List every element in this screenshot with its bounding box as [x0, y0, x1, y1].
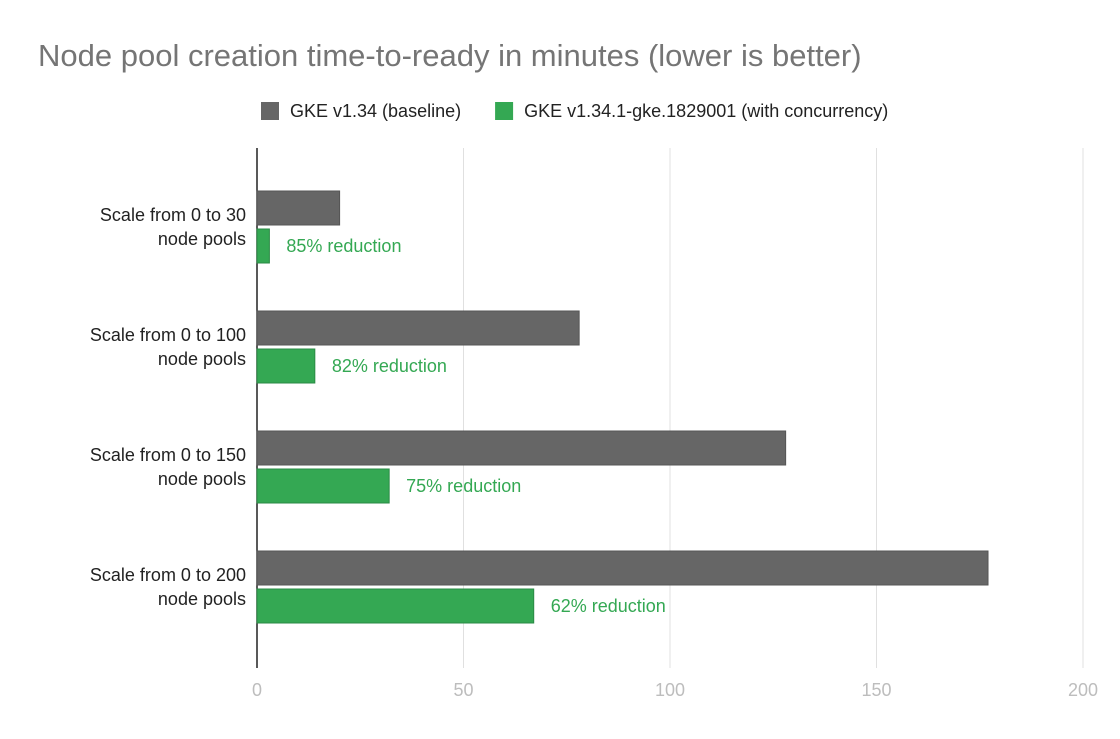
- y-tick-label: Scale from 0 to 200 node pools: [89, 565, 246, 609]
- bar: [256, 228, 270, 264]
- chart-title: Node pool creation time-to-ready in minu…: [38, 38, 862, 73]
- annotation: 75% reduction: [406, 476, 521, 496]
- annotation: 62% reduction: [551, 596, 666, 616]
- legend-label: GKE v1.34.1-gke.1829001 (with concurrenc…: [524, 101, 888, 121]
- annotation: 82% reduction: [332, 356, 447, 376]
- x-tick-label: 100: [655, 680, 685, 700]
- x-tick-label: 150: [861, 680, 891, 700]
- legend-label: GKE v1.34 (baseline): [290, 101, 461, 121]
- annotation: 85% reduction: [286, 236, 401, 256]
- bar: [256, 190, 341, 226]
- bar: [256, 310, 580, 346]
- y-tick-label: Scale from 0 to 150 node pools: [89, 445, 246, 489]
- legend-swatch: [495, 102, 514, 120]
- bar: [256, 588, 535, 624]
- y-tick-label: Scale from 0 to 100 node pools: [89, 325, 246, 369]
- y-tick-label: Scale from 0 to 30 node pools: [99, 205, 246, 249]
- x-tick-label: 200: [1068, 680, 1098, 700]
- bar: [256, 468, 390, 504]
- legend-swatch: [261, 102, 279, 120]
- bar: [256, 550, 989, 586]
- bar: [256, 430, 787, 466]
- bar: [256, 348, 316, 384]
- x-tick-label: 0: [252, 680, 262, 700]
- x-tick-label: 50: [453, 680, 473, 700]
